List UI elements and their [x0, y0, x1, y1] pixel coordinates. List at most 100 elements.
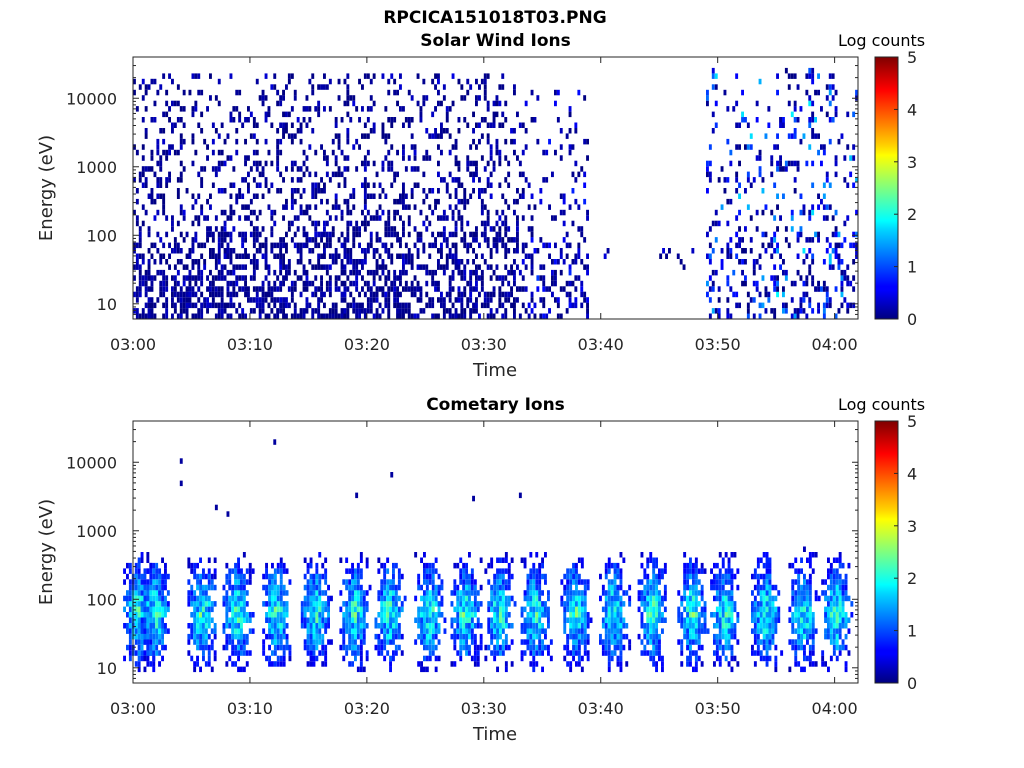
heatmap-cell [348, 595, 352, 602]
heatmap-cell [417, 612, 421, 618]
heatmap-cell [346, 155, 350, 161]
heatmap-cell [539, 237, 543, 243]
heatmap-cell [428, 650, 432, 656]
heatmap-cell [268, 595, 271, 602]
heatmap-cell [493, 655, 497, 662]
heatmap-cell [580, 590, 584, 596]
heatmap-cell [273, 286, 277, 292]
heatmap-cell [523, 590, 527, 596]
heatmap-cell [478, 264, 481, 270]
heatmap-cell [466, 166, 470, 172]
heatmap-cell [541, 666, 544, 673]
heatmap-cell [689, 633, 692, 640]
heatmap-cell [153, 117, 157, 123]
heatmap-cell [583, 237, 587, 243]
heatmap-cell [268, 644, 271, 651]
heatmap-cell [334, 248, 338, 254]
heatmap-cell [721, 584, 725, 591]
heatmap-cell [565, 242, 569, 249]
heatmap-cell [149, 612, 153, 618]
heatmap-cell [779, 122, 782, 128]
heatmap-cell [206, 198, 209, 205]
heatmap-cell [126, 612, 129, 618]
heatmap-cell [541, 623, 544, 629]
heatmap-cell [264, 275, 268, 281]
heatmap-cell [137, 623, 141, 629]
heatmap-cell [237, 601, 240, 607]
heatmap-cell [182, 215, 186, 221]
heatmap-cell [279, 286, 283, 292]
heatmap-cell [171, 128, 174, 134]
heatmap-cell [327, 601, 330, 607]
heatmap-cell [475, 231, 478, 238]
heatmap-cell [422, 155, 426, 161]
heatmap-cell [267, 264, 271, 270]
heatmap-cell [831, 215, 835, 221]
heatmap-cell [440, 601, 444, 607]
heatmap-cell [410, 188, 414, 194]
heatmap-cell [535, 590, 539, 596]
heatmap-cell [315, 595, 319, 602]
heatmap-cell [271, 573, 274, 580]
heatmap-cell [276, 617, 280, 623]
heatmap-cell [268, 601, 271, 607]
heatmap-cell [575, 644, 578, 651]
heatmap-cell [450, 661, 454, 667]
heatmap-cell [143, 568, 147, 574]
heatmap-cell [431, 623, 435, 629]
heatmap-cell [378, 204, 382, 210]
heatmap-cell [735, 188, 739, 194]
heatmap-cell [240, 606, 243, 613]
heatmap-cell [577, 655, 581, 662]
heatmap-cell [518, 286, 522, 292]
heatmap-cell [822, 302, 826, 309]
heatmap-cell [547, 644, 550, 651]
heatmap-cell [217, 160, 221, 167]
heatmap-cell [331, 231, 335, 238]
heatmap-cell [331, 226, 335, 232]
heatmap-cell [489, 313, 493, 319]
heatmap-cell [331, 149, 335, 156]
heatmap-cell [715, 617, 719, 623]
heatmap-cell [273, 313, 277, 319]
heatmap-cell [156, 138, 160, 145]
heatmap-cell [417, 661, 421, 667]
heatmap-cell [686, 628, 689, 634]
heatmap-cell [193, 666, 197, 673]
heatmap-cell [359, 552, 363, 558]
heatmap-cell [758, 171, 762, 178]
heatmap-cell [197, 220, 201, 227]
heatmap-cell [273, 220, 277, 227]
heatmap-cell [422, 242, 426, 249]
heatmap-cell [324, 606, 328, 613]
heatmap-cell [565, 231, 569, 238]
heatmap-cell [834, 253, 838, 259]
heatmap-cell [282, 302, 285, 309]
heatmap-cell [437, 264, 440, 270]
heatmap-cell [428, 269, 432, 276]
heatmap-cell [282, 89, 285, 96]
heatmap-cell [825, 302, 829, 309]
heatmap-cell [351, 661, 354, 667]
heatmap-cell [475, 302, 478, 309]
heatmap-cell [428, 623, 432, 629]
heatmap-cell [703, 628, 707, 634]
heatmap-cell [532, 595, 536, 602]
heatmap-cell [628, 639, 632, 645]
heatmap-cell [718, 644, 722, 651]
heatmap-cell [501, 617, 505, 623]
heatmap-cell [324, 628, 328, 634]
heatmap-cell [507, 623, 511, 629]
heatmap-cell [214, 302, 218, 309]
heatmap-cell [171, 144, 174, 150]
heatmap-cell [271, 584, 274, 591]
heatmap-cell [210, 639, 214, 645]
heatmap-cell [686, 612, 689, 618]
heatmap-cell [820, 144, 823, 150]
heatmap-cell [164, 628, 167, 634]
heatmap-cell [393, 177, 397, 183]
heatmap-cell [524, 128, 528, 134]
heatmap-cell [276, 623, 280, 629]
heatmap-cell [387, 297, 391, 303]
heatmap-cell [358, 242, 361, 249]
